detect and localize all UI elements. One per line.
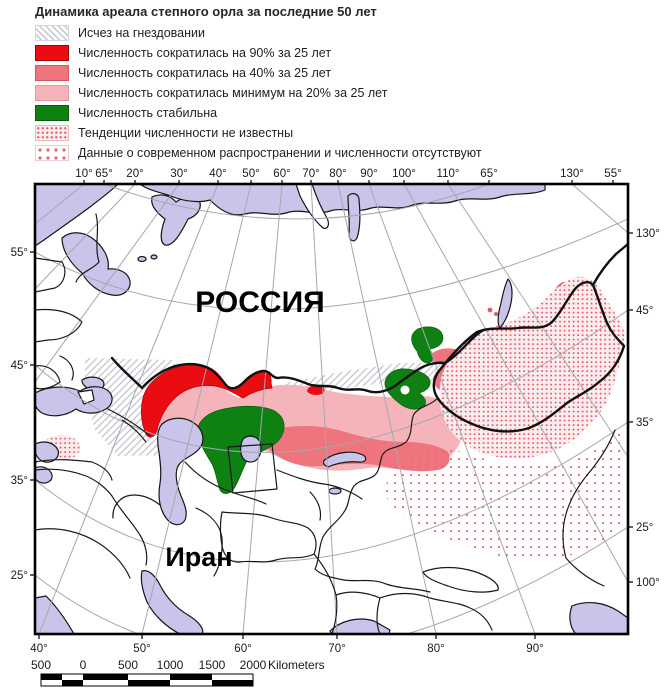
svg-text:40°: 40° bbox=[209, 168, 226, 180]
red-swatch-icon bbox=[35, 45, 69, 61]
legend-item-trend-unknown: Тенденции численности не известны bbox=[35, 123, 482, 143]
legend-item-no-data: Данные о современном распространении и ч… bbox=[35, 143, 482, 163]
no-data-area bbox=[385, 428, 625, 560]
legend-item-decline-40: Численность сократилась на 40% за 25 лет bbox=[35, 63, 482, 83]
svg-text:100°: 100° bbox=[392, 168, 416, 180]
svg-text:70°: 70° bbox=[302, 168, 319, 180]
svg-text:500: 500 bbox=[118, 658, 138, 672]
svg-text:65°: 65° bbox=[95, 168, 112, 180]
map-title: Динамика ареала степного орла за последн… bbox=[35, 4, 377, 19]
svg-text:50°: 50° bbox=[242, 168, 259, 180]
frame-ticks bbox=[30, 180, 633, 639]
medium-pink-swatch-icon bbox=[35, 65, 69, 81]
green-swatch-icon bbox=[35, 105, 69, 121]
svg-text:110°: 110° bbox=[437, 168, 460, 180]
svg-text:130°: 130° bbox=[560, 168, 584, 180]
svg-text:1500: 1500 bbox=[199, 658, 226, 672]
svg-text:35°: 35° bbox=[11, 475, 28, 487]
svg-text:50°: 50° bbox=[133, 643, 150, 655]
svg-text:1000: 1000 bbox=[157, 658, 184, 672]
dense-dots-swatch-icon bbox=[35, 125, 69, 141]
legend-item-decline-20: Численность сократилась минимум на 20% з… bbox=[35, 83, 482, 103]
svg-text:90°: 90° bbox=[360, 168, 377, 180]
svg-text:0: 0 bbox=[80, 658, 87, 672]
scalebar-unit: Kilometers bbox=[268, 658, 325, 672]
svg-text:80°: 80° bbox=[329, 168, 346, 180]
svg-text:55°: 55° bbox=[604, 168, 621, 180]
svg-text:90°: 90° bbox=[526, 643, 543, 655]
graticule bbox=[35, 184, 628, 634]
svg-text:500: 500 bbox=[31, 658, 51, 672]
hatch-swatch-icon bbox=[35, 25, 69, 41]
svg-text:100°: 100° bbox=[636, 577, 660, 589]
country-borders bbox=[35, 213, 616, 634]
label-iran: Иран bbox=[165, 542, 232, 572]
svg-text:65°: 65° bbox=[480, 168, 497, 180]
axis-labels-bottom: 40° 50° 60° 70° 80° 90° bbox=[30, 643, 543, 655]
svg-text:60°: 60° bbox=[234, 643, 251, 655]
svg-text:2000: 2000 bbox=[240, 658, 267, 672]
map-frame bbox=[33, 182, 630, 636]
svg-text:130°: 130° bbox=[636, 228, 660, 240]
light-pink-swatch-icon bbox=[35, 85, 69, 101]
svg-text:55°: 55° bbox=[11, 247, 28, 259]
legend-item-decline-90: Численность сократилась на 90% за 25 лет bbox=[35, 43, 482, 63]
svg-text:40°: 40° bbox=[30, 643, 47, 655]
svg-text:35°: 35° bbox=[636, 417, 653, 429]
svg-text:60°: 60° bbox=[273, 168, 290, 180]
svg-text:30°: 30° bbox=[170, 168, 187, 180]
svg-text:25°: 25° bbox=[636, 522, 653, 534]
svg-text:45°: 45° bbox=[11, 360, 28, 372]
legend-item-extinct: Исчез на гнездовании bbox=[35, 23, 482, 43]
svg-text:25°: 25° bbox=[11, 570, 28, 582]
sparse-dots-swatch-icon bbox=[35, 145, 69, 161]
svg-text:80°: 80° bbox=[427, 643, 444, 655]
major-borders bbox=[110, 242, 628, 433]
axis-labels-left: 55° 45° 35° 25° bbox=[11, 247, 28, 582]
svg-text:10°: 10° bbox=[75, 168, 92, 180]
label-russia: РОССИЯ bbox=[195, 286, 324, 319]
svg-text:20°: 20° bbox=[126, 168, 143, 180]
axis-labels-top: 10° 65° 20° 30° 40° 50° 60° 70° 80° 90° … bbox=[75, 168, 621, 180]
scalebar: 500 0 500 1000 1500 2000 Kilometers bbox=[31, 658, 325, 687]
legend-item-stable: Численность стабильна bbox=[35, 103, 482, 123]
scalebar-checker bbox=[40, 673, 254, 687]
svg-text:45°: 45° bbox=[636, 305, 653, 317]
legend: Динамика ареала степного орла за последн… bbox=[35, 2, 482, 163]
axis-labels-right: 130° 45° 35° 25° 100° bbox=[636, 228, 660, 589]
svg-text:70°: 70° bbox=[328, 643, 345, 655]
